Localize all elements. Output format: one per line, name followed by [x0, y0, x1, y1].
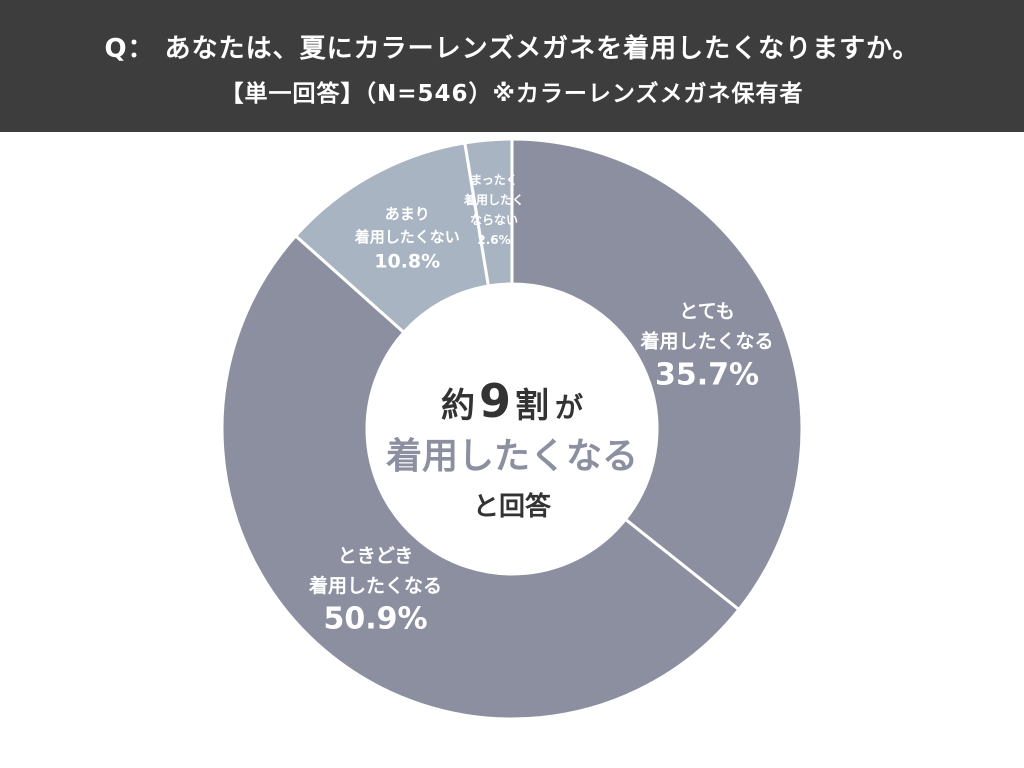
center-suffix: 割 — [515, 386, 549, 426]
center-particle: が — [555, 391, 583, 424]
segment-label-line: 着用したく — [463, 192, 524, 207]
center-highlight: 着用したくなる — [386, 436, 638, 477]
segment-label-line: とても — [679, 301, 734, 323]
center-number: 9 — [479, 374, 511, 428]
segment-label-line: ときどき — [338, 545, 413, 567]
question-text: Q： あなたは、夏にカラーレンズメガネを着用したくなりますか。 — [104, 34, 920, 64]
donut-segments — [220, 137, 804, 721]
segment-label-line: ならない — [470, 213, 518, 227]
center-note: と回答 — [473, 491, 552, 522]
segment-labels: とても着用したくなる35.7%ときどき着用したくなる50.9%あまり着用したくな… — [309, 173, 774, 636]
segment-label-line: あまり — [385, 205, 430, 223]
center-prefix: 約 — [441, 386, 475, 426]
segment-value-label: 10.8% — [374, 250, 440, 272]
segment-label-line: 着用したくない — [354, 228, 460, 246]
donut-hole — [367, 284, 657, 574]
segment-label-line: 着用したくなる — [641, 330, 774, 353]
segment-value-label: 50.9% — [323, 601, 427, 636]
segment-label-line: まったく — [470, 173, 518, 187]
chart-header: Q： あなたは、夏にカラーレンズメガネを着用したくなりますか。 【単一回答】（N… — [0, 0, 1024, 132]
center-caption: 約9 割が 着用したくなる と回答 — [386, 374, 638, 522]
segment-value-label: 2.6% — [477, 233, 510, 247]
donut-chart: とても着用したくなる35.7%ときどき着用したくなる50.9%あまり着用したくな… — [220, 137, 804, 721]
segment-value-label: 35.7% — [655, 357, 759, 392]
segment-label-line: 着用したくなる — [309, 574, 442, 597]
subtitle-text: 【単一回答】（N=546）※カラーレンズメガネ保有者 — [220, 81, 804, 107]
